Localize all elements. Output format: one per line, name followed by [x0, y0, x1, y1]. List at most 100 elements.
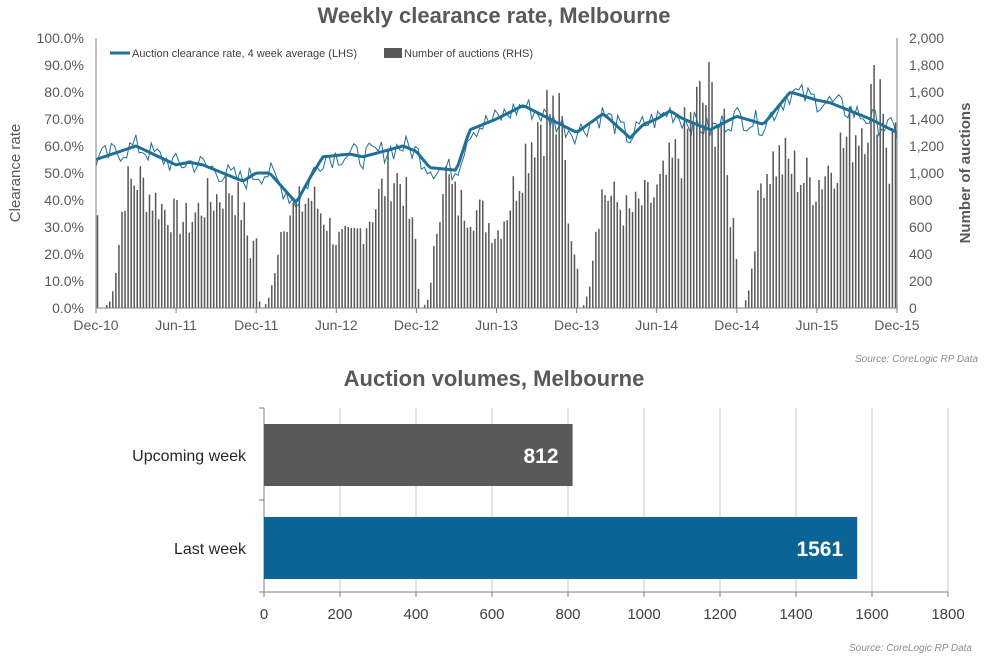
weekly-auction-bar [136, 189, 139, 308]
y-tick-label: 80.0% [44, 84, 84, 100]
weekly-auction-bar [145, 211, 148, 308]
weekly-auction-bar [714, 146, 716, 308]
x-tick-label: 1200 [703, 606, 736, 623]
weekly-auction-bar [216, 194, 218, 308]
weekly-auction-bar [867, 142, 869, 308]
weekly-auction-bar [298, 186, 301, 308]
weekly-auction-bar [815, 201, 817, 308]
weekly-auction-bar [121, 211, 123, 308]
weekly-auction-bar [708, 62, 710, 309]
weekly-auction-bar [702, 102, 704, 308]
weekly-auction-bar [475, 210, 478, 308]
weekly-auction-bar [179, 233, 181, 308]
weekly-auction-bar [301, 211, 304, 308]
y2-tick-label: 800 [909, 192, 933, 208]
weekly-auction-bar [378, 188, 380, 308]
weekly-auction-bar [417, 288, 420, 308]
x-tick-label: Dec-11 [234, 317, 278, 333]
weekly-auction-bar [313, 186, 316, 308]
weekly-auction-bar [488, 222, 490, 308]
weekly-auction-bar [472, 230, 475, 308]
weekly-auction-bar [757, 190, 759, 308]
weekly-auction-bar [240, 220, 242, 308]
weekly-auction-bar [870, 84, 872, 308]
weekly-auction-bar [335, 244, 337, 308]
weekly-auction-bar [157, 219, 160, 308]
weekly-auction-bar [595, 231, 597, 308]
weekly-auction-bar [277, 254, 279, 308]
weekly-auction-bar [723, 108, 726, 308]
source-note-bottom: Source: CoreLogic RP Data [848, 643, 972, 654]
weekly-auction-bar [460, 189, 463, 308]
weekly-auction-bar [662, 160, 664, 308]
weekly-auction-bar [637, 198, 640, 308]
weekly-auction-bar [625, 195, 628, 308]
weekly-auction-bar [368, 221, 371, 308]
y-axis-title: Clearance rate [7, 124, 24, 222]
y-tick-label: 70.0% [44, 111, 84, 127]
weekly-auction-bar [802, 182, 805, 308]
weekly-auction-bar [509, 210, 512, 308]
weekly-auction-bar [454, 181, 456, 308]
weekly-auction-bar [451, 184, 453, 308]
y-tick-label: 10.0% [44, 273, 84, 289]
weekly-auction-bar [588, 286, 591, 308]
weekly-auction-bar [228, 193, 230, 308]
legend-label-bars: Number of auctions (RHS) [404, 48, 533, 60]
weekly-auction-bar [164, 209, 166, 308]
weekly-auction-bar [469, 226, 472, 308]
weekly-auction-bar [699, 80, 701, 309]
weekly-auction-bar [705, 105, 707, 308]
weekly-auction-bar [640, 205, 643, 308]
weekly-auction-bar [439, 222, 441, 308]
weekly-auction-bar [200, 215, 203, 308]
weekly-auction-bar [283, 231, 285, 308]
weekly-auction-bar [751, 268, 753, 308]
weekly-auction-bar [796, 192, 799, 308]
weekly-auction-bar [295, 202, 298, 308]
y-tick-label: 30.0% [44, 219, 84, 235]
weekly-auction-bar [720, 121, 722, 308]
y-tick-label: 50.0% [44, 165, 84, 181]
weekly-auction-bar [503, 221, 505, 308]
weekly-auction-bar [414, 238, 417, 308]
weekly-auction-bar [408, 218, 411, 308]
y2-tick-label: 2,000 [909, 30, 944, 46]
weekly-auction-bar [115, 272, 117, 308]
weekly-auction-bar [891, 128, 894, 308]
weekly-auction-bar [546, 89, 548, 309]
bar-upcoming-week [264, 424, 573, 486]
x-tick-label: Dec-13 [554, 317, 599, 333]
weekly-auction-bar [445, 166, 447, 308]
weekly-auction-bar [170, 232, 172, 308]
weekly-auction-bar [478, 199, 481, 308]
weekly-auction-bar [329, 217, 331, 308]
weekly-auction-bar [304, 203, 307, 308]
y2-tick-label: 1,200 [909, 138, 944, 154]
weekly-auction-bar [692, 124, 695, 308]
weekly-auction-bar [650, 202, 652, 308]
x-tick-label: Jun-14 [635, 317, 678, 333]
weekly-auction-bar [836, 182, 839, 308]
weekly-auction-bar [689, 112, 692, 308]
weekly-auction-bar [463, 220, 466, 308]
weekly-auction-bar [387, 150, 389, 308]
weekly-auction-bar [515, 201, 518, 308]
x-tick-label: 600 [479, 606, 504, 623]
y2-tick-label: 600 [909, 219, 933, 235]
y-tick-label: 60.0% [44, 138, 84, 154]
weekly-auction-bar [96, 215, 99, 308]
weekly-auction-bar [864, 154, 866, 308]
weekly-auction-bar [818, 179, 820, 308]
weekly-auction-bar [726, 175, 729, 308]
weekly-auction-bar [341, 229, 343, 308]
weekly-auction-bar [833, 188, 836, 308]
weekly-auction-bar [518, 190, 521, 308]
weekly-auction-bar [524, 143, 527, 308]
weekly-auction-bar [806, 157, 808, 308]
weekly-auction-bar [671, 157, 674, 308]
weekly-auction-bar [772, 151, 774, 308]
weekly-auction-bar [231, 195, 233, 308]
weekly-auction-bar [442, 194, 444, 308]
weekly-auction-bar [760, 183, 762, 308]
